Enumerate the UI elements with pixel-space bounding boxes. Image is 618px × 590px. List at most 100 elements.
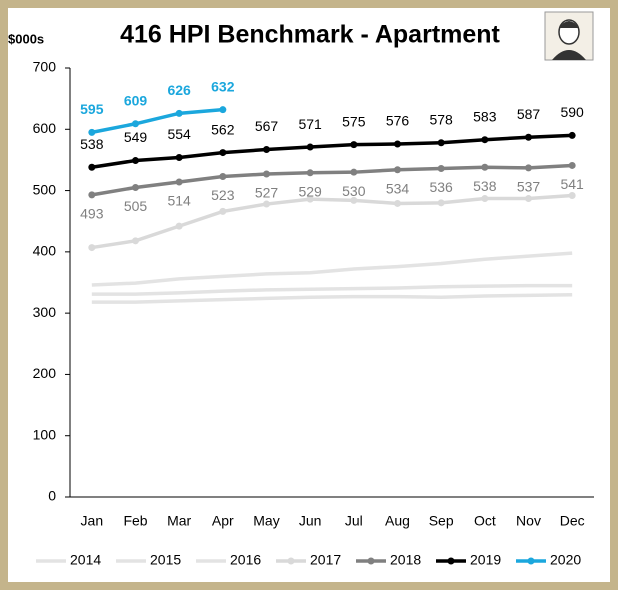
point (394, 166, 401, 174)
y-tick-label: 500 (33, 181, 57, 197)
point (437, 165, 445, 173)
y-tick-label: 200 (33, 365, 57, 381)
point (175, 109, 183, 117)
y-tick-label: 700 (33, 59, 57, 75)
point (88, 163, 96, 171)
point (175, 153, 183, 161)
point (350, 168, 358, 176)
point (525, 164, 532, 172)
data-label: 632 (211, 78, 235, 94)
legend-label: 2014 (70, 552, 101, 568)
series-line (91, 133, 573, 170)
legend-marker (447, 557, 455, 565)
y-axis-label: $000s (8, 31, 44, 46)
data-label: 595 (80, 101, 104, 117)
data-label: 626 (167, 82, 191, 98)
x-tick-label: Jan (81, 513, 104, 529)
data-label: 530 (342, 183, 366, 199)
data-label: 576 (386, 113, 410, 129)
point (88, 244, 96, 252)
x-tick-label: Feb (123, 513, 147, 529)
y-tick-label: 400 (33, 243, 57, 259)
data-label: 554 (167, 126, 191, 142)
portrait-icon (544, 11, 594, 61)
point (481, 136, 489, 144)
x-tick-label: Apr (212, 513, 234, 529)
point (306, 169, 314, 177)
data-label: 562 (211, 121, 235, 137)
point (175, 222, 183, 230)
y-tick-label: 300 (33, 304, 57, 320)
point (568, 191, 576, 199)
legend-marker (527, 557, 535, 565)
point (88, 128, 96, 136)
point (394, 140, 401, 148)
legend-label: 2018 (390, 552, 421, 568)
data-label: 529 (298, 184, 322, 200)
point (481, 195, 489, 203)
x-tick-label: Jun (299, 513, 322, 529)
data-label: 578 (429, 111, 453, 127)
data-label: 549 (124, 129, 148, 145)
legend-label: 2016 (230, 552, 261, 568)
point (481, 163, 489, 171)
point (219, 149, 227, 157)
point (132, 237, 139, 245)
x-tick-label: May (253, 513, 279, 529)
point (525, 195, 532, 203)
legend-marker (367, 557, 375, 565)
point (394, 199, 401, 207)
data-label: 571 (298, 116, 322, 132)
legend-label: 2015 (150, 552, 181, 568)
point (175, 178, 183, 186)
data-label: 538 (80, 136, 104, 152)
series-line (91, 107, 223, 135)
data-label: 523 (211, 187, 235, 203)
point (132, 157, 139, 165)
point (350, 141, 358, 149)
point (306, 143, 314, 151)
legend-label: 2019 (470, 552, 501, 568)
point (263, 170, 270, 178)
data-label: 575 (342, 113, 366, 129)
data-label: 534 (386, 180, 410, 196)
data-label: 609 (124, 92, 148, 108)
point (437, 199, 445, 207)
data-label: 514 (167, 193, 191, 209)
x-tick-label: Jul (345, 513, 363, 529)
series-line (91, 293, 573, 304)
legend-marker (287, 557, 295, 565)
x-tick-label: Nov (516, 513, 541, 529)
y-tick-label: 0 (48, 488, 56, 504)
legend-label: 2017 (310, 552, 341, 568)
point (219, 172, 227, 180)
data-label: 536 (429, 179, 453, 195)
data-label: 538 (473, 178, 497, 194)
x-tick-label: Sep (429, 513, 454, 529)
data-label: 493 (80, 206, 104, 222)
point (88, 191, 96, 199)
point (132, 184, 139, 192)
data-label: 537 (517, 179, 541, 195)
point (568, 161, 576, 169)
point (132, 120, 139, 128)
x-tick-label: Mar (167, 513, 191, 529)
series-line (91, 283, 573, 296)
legend-label: 2020 (550, 552, 581, 568)
data-label: 567 (255, 118, 279, 134)
data-label: 527 (255, 185, 279, 201)
point (263, 200, 270, 208)
y-tick-label: 600 (33, 120, 57, 136)
x-tick-label: Oct (474, 513, 496, 529)
data-label: 587 (517, 106, 541, 122)
y-tick-label: 100 (33, 426, 57, 442)
point (568, 131, 576, 139)
data-label: 505 (124, 198, 148, 214)
point (525, 133, 532, 141)
data-label: 583 (473, 108, 497, 124)
chart-title: 416 HPI Benchmark - Apartment (120, 21, 500, 49)
series-line (91, 163, 573, 197)
data-label: 541 (560, 176, 584, 192)
point (219, 207, 227, 215)
